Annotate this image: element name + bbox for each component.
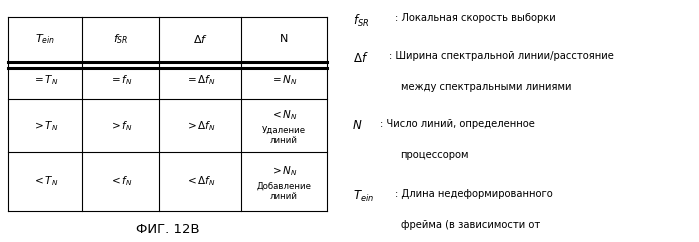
Text: $f_{SR}$: $f_{SR}$ [113,32,129,46]
Text: $=f_N$: $=f_N$ [109,74,133,87]
Text: $< N_N$: $< N_N$ [271,108,298,122]
Text: $f_{SR}$: $f_{SR}$ [353,13,369,30]
Text: : Число линий, определенное: : Число линий, определенное [380,119,535,129]
Text: $>f_N$: $>f_N$ [109,119,133,133]
Text: $=\Delta f_N$: $=\Delta f_N$ [185,74,215,87]
Text: : Локальная скорость выборки: : Локальная скорость выборки [395,13,556,23]
Text: процессором: процессором [401,150,469,160]
Text: $>T_N$: $>T_N$ [32,119,59,133]
Text: $<\Delta f_N$: $<\Delta f_N$ [185,174,215,189]
Text: N: N [353,119,362,132]
Text: Добавление
линий: Добавление линий [257,182,312,201]
Text: $>\Delta f_N$: $>\Delta f_N$ [185,119,215,133]
Text: ФИГ. 12В: ФИГ. 12В [136,223,200,236]
Text: : Длина недеформированного: : Длина недеформированного [395,189,553,199]
Text: $\Delta f$: $\Delta f$ [193,33,208,45]
Text: $<T_N$: $<T_N$ [32,174,59,189]
Text: Удаление
линий: Удаление линий [262,126,306,145]
Text: $T_{ein}$: $T_{ein}$ [36,32,55,46]
Text: между спектральными линиями: между спектральными линиями [401,82,571,92]
Text: фрейма (в зависимости от: фрейма (в зависимости от [401,220,540,230]
Text: $T_{ein}$: $T_{ein}$ [353,189,374,204]
Text: $=N_N$: $=N_N$ [271,74,298,87]
Text: : Ширина спектральной линии/расстояние: : Ширина спектральной линии/расстояние [389,51,614,61]
Text: $\Delta f$: $\Delta f$ [353,51,368,65]
Text: N: N [280,34,288,44]
Text: $> N_N$: $> N_N$ [271,164,298,178]
Text: $=T_N$: $=T_N$ [32,74,59,87]
Text: $<f_N$: $<f_N$ [109,174,133,189]
